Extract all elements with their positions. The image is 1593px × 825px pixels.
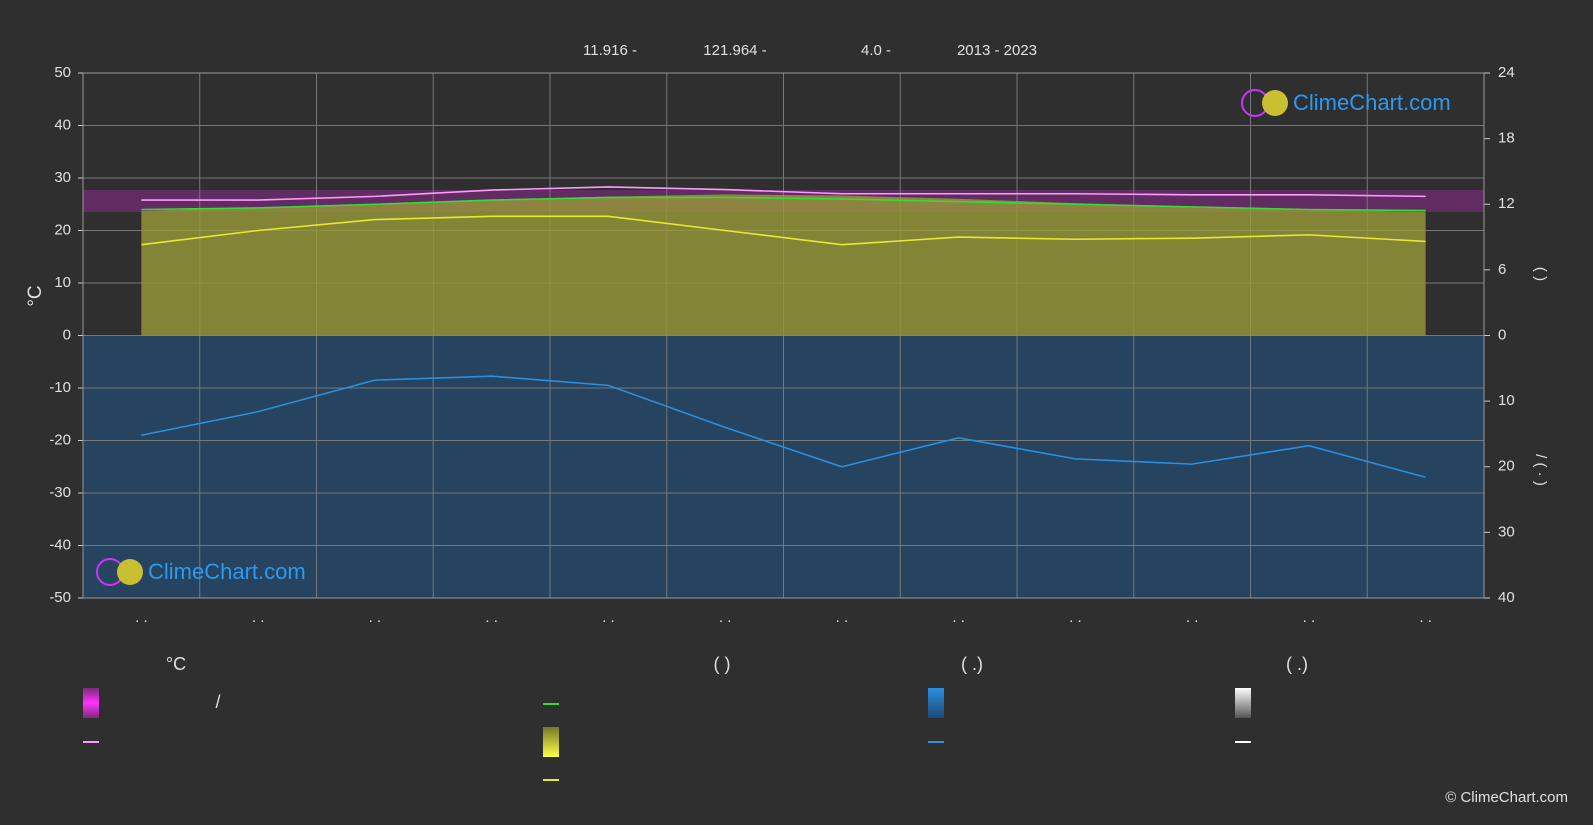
logo-text: ClimeChart.com <box>1293 90 1451 115</box>
y3-axis-label: / ( · ) <box>1532 454 1549 486</box>
logo: ClimeChart.com <box>96 558 306 586</box>
y3-tick-label: 40 <box>1498 589 1515 606</box>
y-tick-label: -50 <box>49 589 71 606</box>
y2-tick-label: 0 <box>1498 326 1506 343</box>
plot-frame <box>82 72 1485 599</box>
series-line <box>141 215 1426 246</box>
y2-tick-label: 24 <box>1498 64 1515 81</box>
header: 4.0 - <box>861 42 891 59</box>
x-tick-label: . . <box>836 609 849 626</box>
x-tick-label: . . <box>602 609 615 626</box>
x-tick-label: . . <box>1069 609 1082 626</box>
series-line <box>141 375 1426 479</box>
legend-swatch <box>928 688 944 718</box>
y2-tick-label: 12 <box>1498 195 1515 212</box>
x-tick-label: . . <box>369 609 382 626</box>
x-tick-label: . . <box>485 609 498 626</box>
legend-heading: ( .) <box>961 654 983 674</box>
header: 2013 - 2023 <box>957 42 1037 59</box>
legend-swatch <box>1235 688 1251 718</box>
y-tick-label: 50 <box>54 64 71 81</box>
daylight-area <box>141 194 1426 336</box>
y-tick-label: 40 <box>54 116 71 133</box>
header: 121.964 - <box>703 42 766 59</box>
y-tick-label: 0 <box>63 326 71 343</box>
x-tick-label: . . <box>135 609 148 626</box>
copyright: © ClimeChart.com <box>1445 789 1568 806</box>
x-tick-label: . . <box>719 609 732 626</box>
logo-text: ClimeChart.com <box>148 559 306 584</box>
series-line <box>141 196 1426 212</box>
y-tick-label: -40 <box>49 536 71 553</box>
x-tick-label: . . <box>1419 609 1432 626</box>
legend-swatch <box>83 688 99 718</box>
y-tick-label: -30 <box>49 484 71 501</box>
legend-heading: ( ) <box>714 654 731 674</box>
y3-tick-label: 20 <box>1498 458 1515 475</box>
x-tick-label: . . <box>1186 609 1199 626</box>
legend-text: / <box>215 692 220 712</box>
y-tick-label: 30 <box>54 169 71 186</box>
x-tick-label: . . <box>1303 609 1316 626</box>
logo: ClimeChart.com <box>1241 89 1451 117</box>
header: 11.916 - <box>583 42 637 59</box>
y3-tick-label: 10 <box>1498 392 1515 409</box>
y-tick-label: 20 <box>54 221 71 238</box>
x-tick-label: . . <box>252 609 265 626</box>
y2-axis-label: ( ) <box>1532 267 1549 281</box>
y2-tick-label: 6 <box>1498 261 1506 278</box>
plot: -50 -40 -30 -20 -10 0 10 20 30 40 50 0 6 12 18 24 10 20 30… <box>49 64 1514 626</box>
legend-heading: ( .) <box>1286 654 1308 674</box>
y3-tick-label: 30 <box>1498 523 1515 540</box>
legend-heading: °C <box>166 654 186 674</box>
y-tick-label: -20 <box>49 431 71 448</box>
y-tick-label: 10 <box>54 274 71 291</box>
series-line <box>141 186 1426 201</box>
y-axis-label: °C <box>25 285 46 306</box>
legend-swatch <box>543 727 559 757</box>
y-tick-label: -10 <box>49 379 71 396</box>
y2-tick-label: 18 <box>1498 130 1515 147</box>
x-tick-label: . . <box>952 609 965 626</box>
